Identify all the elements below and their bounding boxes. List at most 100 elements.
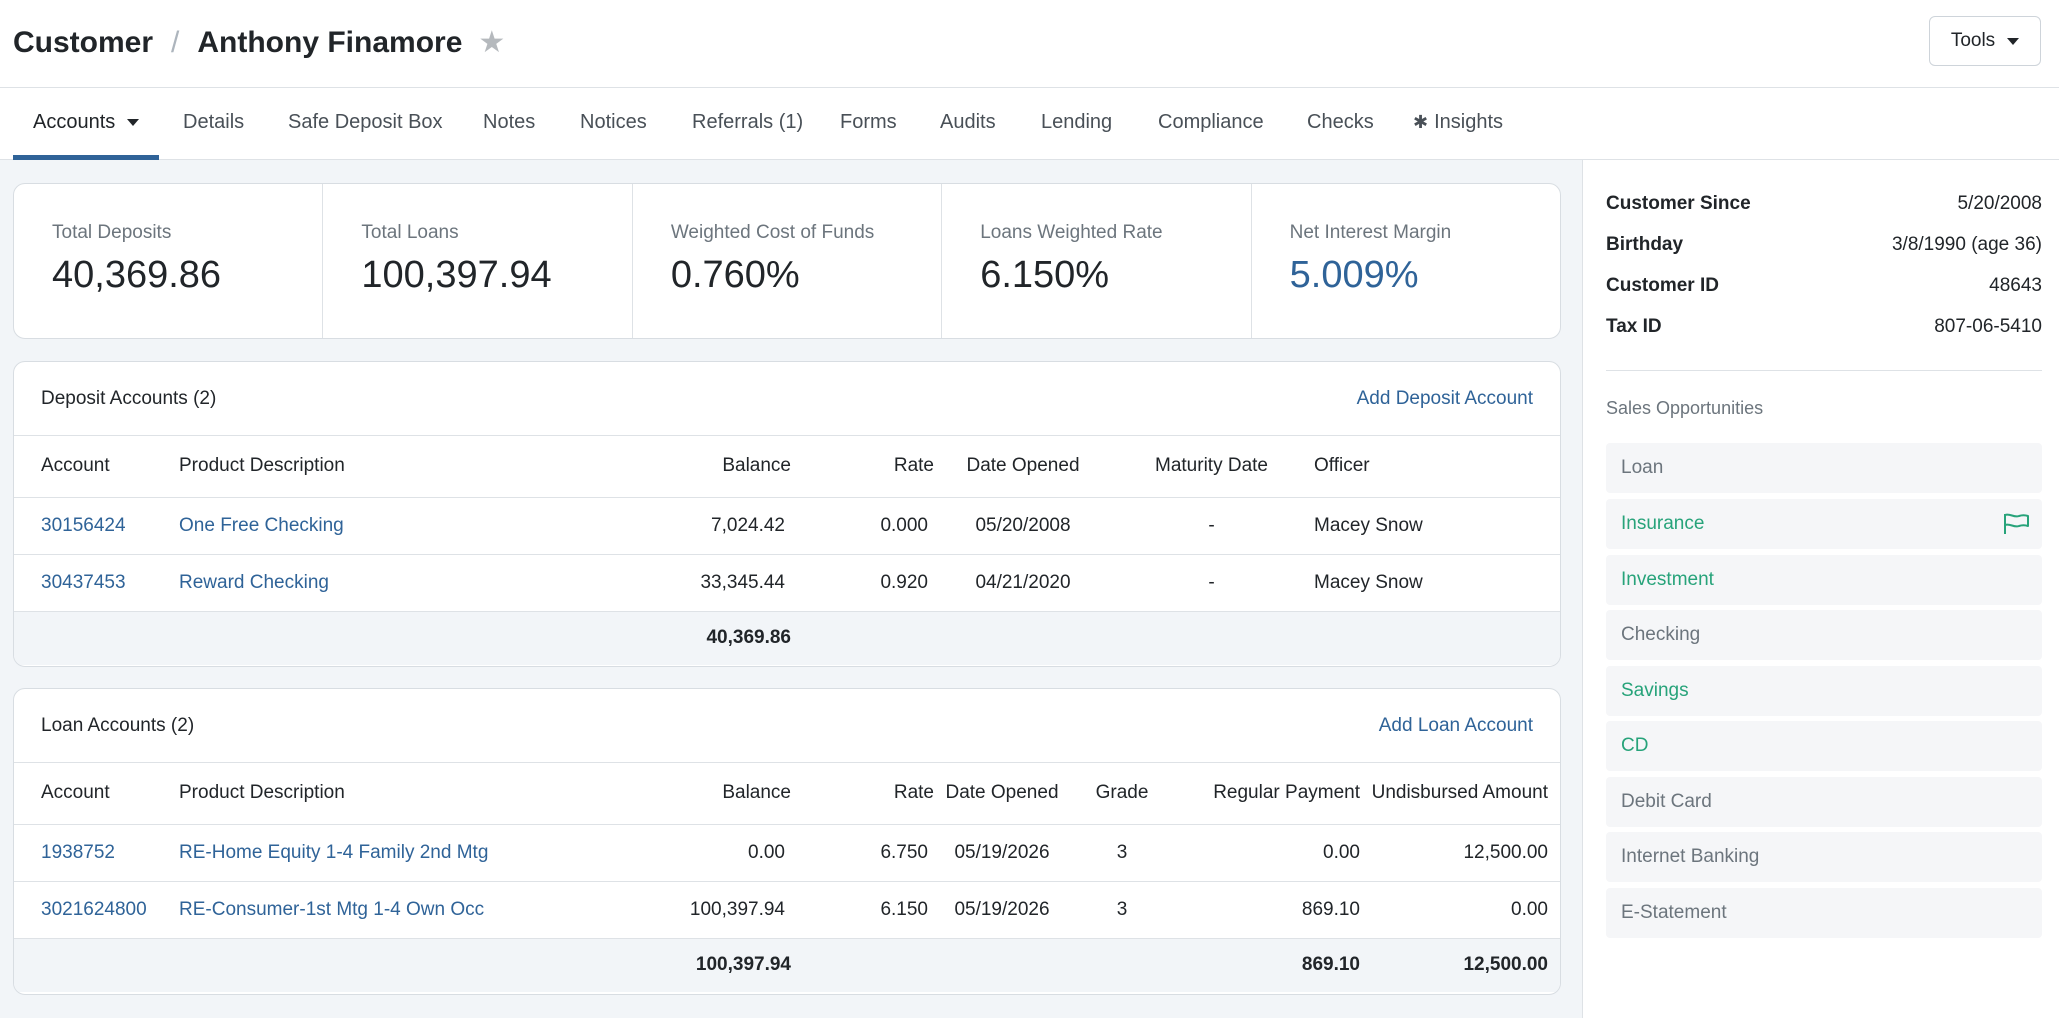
page-header: Customer / Anthony Finamore ★ Tools xyxy=(0,0,2059,88)
tab-details[interactable]: Details xyxy=(183,111,245,133)
column-header[interactable]: Product Description xyxy=(179,436,579,498)
maturity-date-cell: - xyxy=(1109,497,1314,555)
tab-compliance[interactable]: Compliance xyxy=(1158,111,1264,133)
tab-forms[interactable]: Forms xyxy=(840,111,897,133)
total-regular-payment: 869.10 xyxy=(1177,938,1360,992)
tools-button[interactable]: Tools xyxy=(1929,16,2041,66)
info-label: Tax ID xyxy=(1606,316,1662,337)
info-label: Birthday xyxy=(1606,234,1684,255)
tab-safe-deposit-box[interactable]: Safe Deposit Box xyxy=(288,111,443,133)
column-header[interactable]: Product Description xyxy=(179,763,579,825)
totals-row: 100,397.94 869.10 12,500.00 xyxy=(14,938,1560,992)
table-row: 3021624800 RE-Consumer-1st Mtg 1-4 Own O… xyxy=(14,881,1560,939)
sales-item-label: Insurance xyxy=(1621,513,1705,534)
info-value: 3/8/1990 (age 36) xyxy=(1891,234,2042,255)
sales-item-loan[interactable]: Loan xyxy=(1606,443,2042,493)
breadcrumb-separator: / xyxy=(171,25,180,59)
product-link[interactable]: RE-Home Equity 1-4 Family 2nd Mtg xyxy=(179,841,489,863)
date-opened-cell: 05/19/2026 xyxy=(937,824,1067,882)
product-link[interactable]: Reward Checking xyxy=(179,571,329,593)
column-header[interactable]: Undisbursed Amount xyxy=(1360,763,1560,825)
rate-cell: 6.150 xyxy=(794,881,937,939)
sales-item-internet-banking[interactable]: Internet Banking xyxy=(1606,832,2042,882)
stat-total-deposits: Total Deposits 40,369.86 xyxy=(14,184,324,338)
sales-item-cd[interactable]: CD xyxy=(1606,721,2042,771)
tab-referrals[interactable]: Referrals (1) xyxy=(692,111,804,133)
tab-insights[interactable]: ✱ Insights xyxy=(1413,88,1503,160)
table-header-row: Account Product Description Balance Rate… xyxy=(14,763,1560,825)
balance-cell: 7,024.42 xyxy=(579,497,794,555)
sales-item-e-statement[interactable]: E-Statement xyxy=(1606,888,2042,938)
officer-cell: Macey Snow xyxy=(1314,554,1560,612)
sales-item-investment[interactable]: Investment xyxy=(1606,555,2042,605)
column-header[interactable]: Balance xyxy=(579,763,794,825)
card-header: Loan Accounts (2) Add Loan Account xyxy=(14,689,1560,763)
total-balance: 40,369.86 xyxy=(579,611,794,665)
column-header[interactable]: Balance xyxy=(579,436,794,498)
customer-sidebar: Customer Since 5/20/2008 Birthday 3/8/19… xyxy=(1584,160,2059,1018)
page-title: Anthony Finamore xyxy=(197,25,463,59)
column-header[interactable]: Date Opened xyxy=(937,763,1067,825)
sales-item-savings[interactable]: Savings xyxy=(1606,666,2042,716)
breadcrumb: Customer / Anthony Finamore ★ xyxy=(13,25,505,60)
info-label: Customer Since xyxy=(1606,193,1751,214)
info-value: 5/20/2008 xyxy=(1957,193,2042,214)
info-label: Customer ID xyxy=(1606,275,1719,296)
stat-value: 5.009% xyxy=(1289,254,1419,296)
total-undisbursed-amount: 12,500.00 xyxy=(1360,938,1560,992)
balance-cell: 0.00 xyxy=(579,824,794,882)
tab-lending[interactable]: Lending xyxy=(1041,111,1113,133)
account-link[interactable]: 1938752 xyxy=(41,841,115,863)
stat-value: 0.760% xyxy=(670,254,800,296)
loan-accounts-table: Account Product Description Balance Rate… xyxy=(14,763,1560,992)
column-header[interactable]: Account xyxy=(14,763,179,825)
sales-item-checking[interactable]: Checking xyxy=(1606,610,2042,660)
breadcrumb-section[interactable]: Customer xyxy=(13,25,154,59)
stat-value: 40,369.86 xyxy=(52,254,222,296)
tab-checks[interactable]: Checks xyxy=(1307,111,1374,133)
birthday-row: Birthday 3/8/1990 (age 36) xyxy=(1606,234,2042,256)
divider xyxy=(1606,370,2042,371)
column-header[interactable]: Officer xyxy=(1314,436,1560,498)
table-row: 30437453 Reward Checking 33,345.44 0.920… xyxy=(14,554,1560,612)
sales-item-debit-card[interactable]: Debit Card xyxy=(1606,777,2042,827)
undisbursed-amount-cell: 12,500.00 xyxy=(1360,824,1560,882)
column-header[interactable]: Date Opened xyxy=(937,436,1109,498)
column-header[interactable]: Account xyxy=(14,436,179,498)
account-link[interactable]: 30437453 xyxy=(41,571,126,593)
tab-audits[interactable]: Audits xyxy=(940,111,996,133)
column-header[interactable]: Grade xyxy=(1067,763,1177,825)
product-link[interactable]: RE-Consumer-1st Mtg 1-4 Own Occ xyxy=(179,898,485,920)
customer-id-row: Customer ID 48643 xyxy=(1606,275,2042,297)
deposit-accounts-card: Deposit Accounts (2) Add Deposit Account… xyxy=(13,361,1561,667)
tab-notices[interactable]: Notices xyxy=(580,111,647,133)
tab-notes[interactable]: Notes xyxy=(483,111,536,133)
total-balance: 100,397.94 xyxy=(579,938,794,992)
column-header[interactable]: Rate xyxy=(794,436,937,498)
asterisk-icon: ✱ xyxy=(1413,112,1429,132)
account-link[interactable]: 30156424 xyxy=(41,514,126,536)
column-header[interactable]: Regular Payment xyxy=(1177,763,1360,825)
info-value: 807-06-5410 xyxy=(1934,316,2042,337)
card-title: Deposit Accounts (2) xyxy=(41,388,217,409)
table-row: 30156424 One Free Checking 7,024.42 0.00… xyxy=(14,497,1560,555)
balance-cell: 33,345.44 xyxy=(579,554,794,612)
deposit-accounts-table: Account Product Description Balance Rate… xyxy=(14,436,1560,665)
tab-accounts[interactable]: Accounts xyxy=(13,88,160,160)
stat-total-loans: Total Loans 100,397.94 xyxy=(323,184,633,338)
star-icon[interactable]: ★ xyxy=(478,26,506,59)
flag-icon[interactable] xyxy=(2002,513,2030,535)
tab-bar: Accounts Details Safe Deposit Box Notes … xyxy=(0,88,2059,160)
table-header-row: Account Product Description Balance Rate… xyxy=(14,436,1560,498)
regular-payment-cell: 869.10 xyxy=(1177,881,1360,939)
sales-item-insurance[interactable]: Insurance xyxy=(1606,499,2042,549)
account-link[interactable]: 3021624800 xyxy=(41,898,147,920)
product-link[interactable]: One Free Checking xyxy=(179,514,344,536)
card-title: Loan Accounts (2) xyxy=(41,715,195,736)
rate-cell: 6.750 xyxy=(794,824,937,882)
column-header[interactable]: Maturity Date xyxy=(1109,436,1314,498)
add-loan-account-link[interactable]: Add Loan Account xyxy=(1378,715,1533,736)
summary-stats: Total Deposits 40,369.86 Total Loans 100… xyxy=(13,183,1561,339)
add-deposit-account-link[interactable]: Add Deposit Account xyxy=(1356,388,1533,409)
column-header[interactable]: Rate xyxy=(794,763,937,825)
